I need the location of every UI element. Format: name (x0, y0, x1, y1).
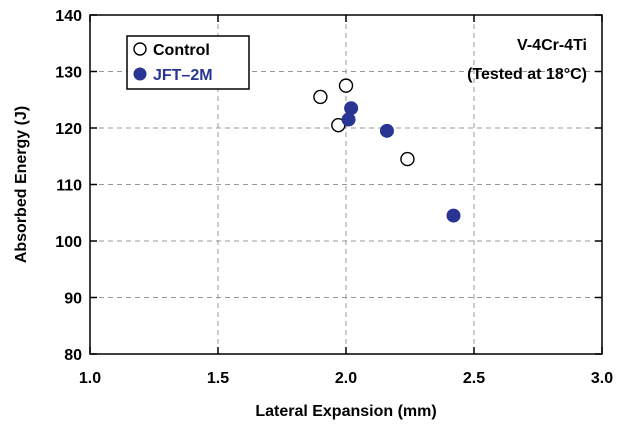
axis-ticks (89, 14, 603, 355)
y-tick-label: 90 (64, 291, 82, 308)
x-axis-title: Lateral Expansion (mm) (255, 403, 436, 420)
legend-marker-control (133, 42, 147, 56)
x-tick-label: 1.0 (79, 370, 101, 387)
y-axis-title: Absorbed Energy (J) (13, 106, 30, 263)
y-tick-label: 80 (64, 347, 82, 364)
data-point-control (400, 151, 415, 167)
data-point-control (313, 89, 328, 105)
test-temperature-annotation: (Tested at 18°C) (467, 66, 587, 83)
x-axis-tick-labels: 1.0 1.5 2.0 2.5 3.0 (79, 370, 613, 387)
x-tick-label: 3.0 (591, 370, 613, 387)
y-tick-label: 110 (56, 178, 82, 195)
x-tick-label: 2.5 (463, 370, 485, 387)
y-tick-label: 100 (55, 234, 82, 251)
material-annotation: V-4Cr-4Ti (517, 37, 587, 54)
data-point-control (338, 78, 354, 93)
legend: Control JFT–2M (126, 35, 250, 90)
y-axis-tick-labels: 80 90 100 110 120 130 140 (55, 8, 82, 364)
data-point-jft-2m (341, 112, 356, 127)
data-point-jft-2m (344, 101, 359, 116)
x-tick-label: 1.5 (207, 370, 229, 387)
x-tick-label: 2.0 (335, 370, 357, 387)
legend-label-jft-2m: JFT–2M (153, 67, 213, 84)
legend-box (126, 35, 250, 90)
y-tick-label: 130 (55, 65, 82, 82)
y-tick-label: 140 (55, 8, 82, 25)
data-point-jft-2m (446, 208, 461, 223)
data-points (313, 78, 461, 223)
data-point-jft-2m (379, 123, 394, 138)
y-tick-label: 120 (55, 121, 82, 138)
legend-marker-jft-2m (133, 67, 147, 81)
legend-label-control: Control (153, 42, 210, 59)
